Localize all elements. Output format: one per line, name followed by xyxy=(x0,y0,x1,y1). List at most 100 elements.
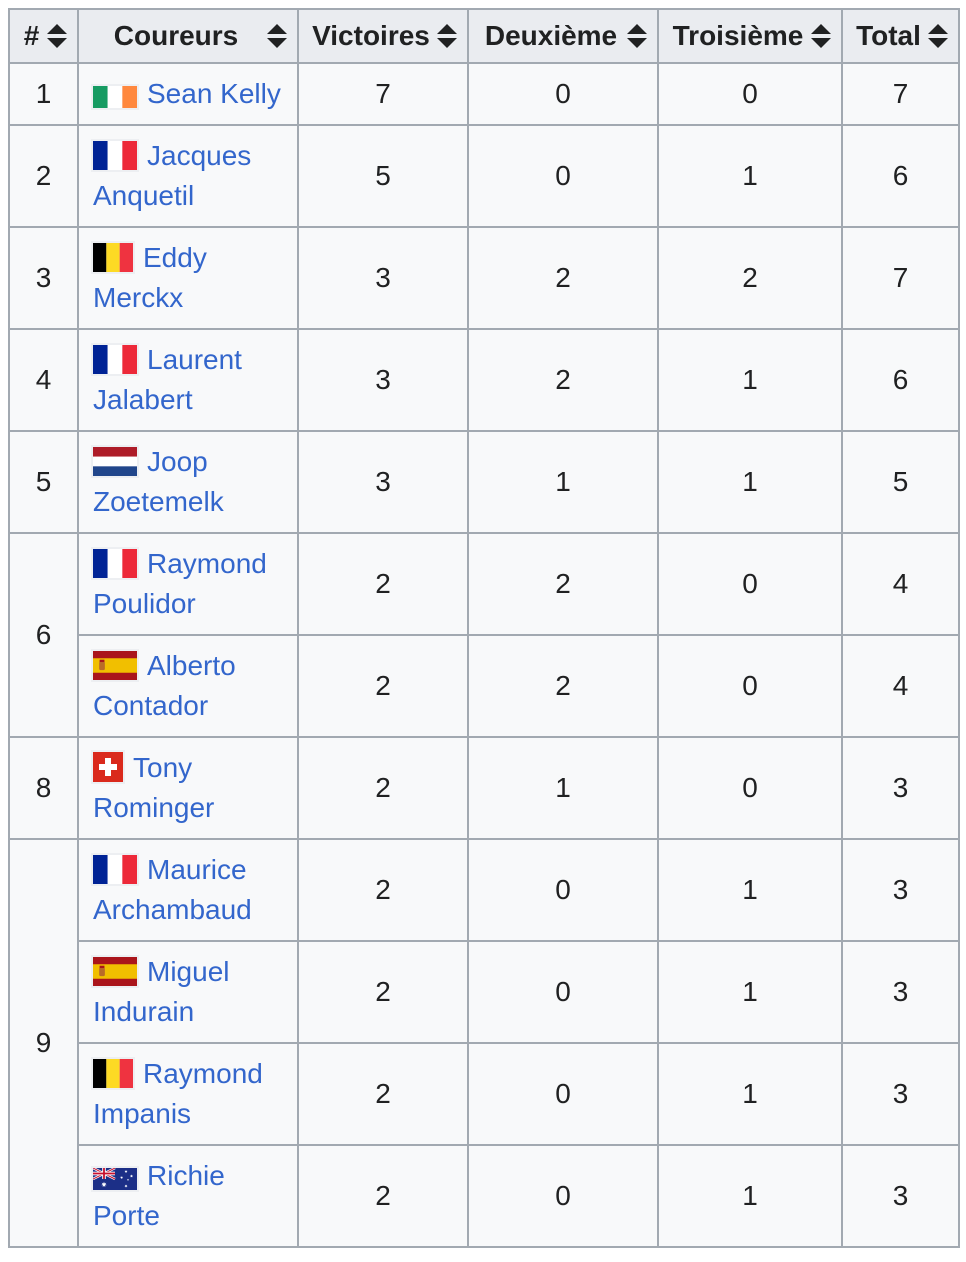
header-row: # Coureurs Victoires Deuxième Troisième xyxy=(8,8,960,64)
ireland-flag-icon xyxy=(93,86,137,108)
rider-cell: Jacques Anquetil xyxy=(77,124,299,228)
rank-cell: 1 xyxy=(8,62,79,126)
sort-both-icon[interactable] xyxy=(928,24,948,48)
deuxieme-cell: 1 xyxy=(467,430,659,534)
victoires-cell: 3 xyxy=(297,328,469,432)
rider-cell: Raymond Poulidor xyxy=(77,532,299,636)
victoires-cell: 2 xyxy=(297,838,469,942)
troisieme-cell: 0 xyxy=(657,62,843,126)
table-row: 5 Joop Zoetemelk 3 1 1 5 xyxy=(8,430,960,534)
rank-cell: 5 xyxy=(8,430,79,534)
switzerland-flag-icon xyxy=(93,752,123,782)
rider-cell: Alberto Contador xyxy=(77,634,299,738)
troisieme-cell: 2 xyxy=(657,226,843,330)
troisieme-cell: 0 xyxy=(657,736,843,840)
troisieme-cell: 1 xyxy=(657,328,843,432)
rider-cell: Richie Porte xyxy=(77,1144,299,1248)
rank-cell: 2 xyxy=(8,124,79,228)
table-row: 8 Tony Rominger 2 1 0 3 xyxy=(8,736,960,840)
deuxieme-cell: 0 xyxy=(467,62,659,126)
troisieme-cell: 1 xyxy=(657,838,843,942)
total-cell: 4 xyxy=(841,634,960,738)
france-flag-icon xyxy=(93,549,137,578)
column-header-troisieme[interactable]: Troisième xyxy=(657,8,843,64)
column-header-label: Troisième xyxy=(672,20,804,51)
table-row: 6 Raymond Poulidor 2 2 0 4 xyxy=(8,532,960,738)
rider-link[interactable]: Eddy Merckx xyxy=(93,242,207,313)
total-cell: 3 xyxy=(841,838,960,942)
rider-link[interactable]: Tony Rominger xyxy=(93,752,215,823)
sort-both-icon[interactable] xyxy=(267,24,287,48)
victoires-cell: 5 xyxy=(297,124,469,228)
rider-cell: Maurice Archambaud xyxy=(77,838,299,942)
column-header-label: # xyxy=(23,20,40,51)
sort-both-icon[interactable] xyxy=(811,24,831,48)
column-header-deuxieme[interactable]: Deuxième xyxy=(467,8,659,64)
rider-link[interactable]: Alberto Contador xyxy=(93,650,236,721)
deuxieme-cell: 2 xyxy=(467,532,659,636)
table-row: Miguel Indurain 2 0 1 3 xyxy=(9,940,960,1044)
column-header-rank[interactable]: # xyxy=(8,8,79,64)
column-header-label: Total xyxy=(856,20,921,51)
sort-both-icon[interactable] xyxy=(627,24,647,48)
sort-both-icon[interactable] xyxy=(437,24,457,48)
column-header-coureurs[interactable]: Coureurs xyxy=(77,8,299,64)
rider-link[interactable]: Miguel Indurain xyxy=(93,956,230,1027)
total-cell: 7 xyxy=(841,62,960,126)
total-cell: 7 xyxy=(841,226,960,330)
column-header-label: Coureurs xyxy=(113,20,239,51)
netherlands-flag-icon xyxy=(93,447,137,476)
rider-cell: Joop Zoetemelk xyxy=(77,430,299,534)
column-header-victoires[interactable]: Victoires xyxy=(297,8,469,64)
total-cell: 6 xyxy=(841,124,960,228)
deuxieme-cell: 2 xyxy=(467,226,659,330)
rider-link[interactable]: Maurice Archambaud xyxy=(93,854,252,925)
column-header-label: Victoires xyxy=(312,20,430,51)
sort-both-icon[interactable] xyxy=(47,24,67,48)
rider-link[interactable]: Laurent Jalabert xyxy=(93,344,242,415)
column-header-total[interactable]: Total xyxy=(841,8,960,64)
rider-cell: Miguel Indurain xyxy=(77,940,299,1044)
rider-link[interactable]: Jacques Anquetil xyxy=(93,140,252,211)
total-cell: 3 xyxy=(841,1144,960,1248)
table-row: Raymond Impanis 2 0 1 3 xyxy=(9,1042,960,1146)
rider-link[interactable]: Raymond Impanis xyxy=(93,1058,263,1129)
total-cell: 4 xyxy=(841,532,960,636)
rank-cell: 4 xyxy=(8,328,79,432)
deuxieme-cell: 0 xyxy=(467,940,659,1044)
table-row: 4 Laurent Jalabert 3 2 1 6 xyxy=(8,328,960,432)
belgium-flag-icon xyxy=(93,1059,133,1088)
rank-cell: 8 xyxy=(8,736,79,840)
troisieme-cell: 0 xyxy=(657,634,843,738)
france-flag-icon xyxy=(93,345,137,374)
deuxieme-cell: 1 xyxy=(467,736,659,840)
deuxieme-cell: 0 xyxy=(467,838,659,942)
victoires-cell: 2 xyxy=(297,1042,469,1146)
troisieme-cell: 0 xyxy=(657,532,843,636)
rider-cell: Laurent Jalabert xyxy=(77,328,299,432)
rider-link[interactable]: Richie Porte xyxy=(93,1160,225,1231)
rider-cell: Sean Kelly xyxy=(77,62,299,126)
spain-flag-icon xyxy=(93,651,137,680)
victoires-cell: 3 xyxy=(297,226,469,330)
victoires-cell: 7 xyxy=(297,62,469,126)
table-row: 2 Jacques Anquetil 5 0 1 6 xyxy=(8,124,960,228)
table-row: 9 Maurice Archambaud 2 0 1 3 xyxy=(8,838,960,1248)
rider-link[interactable]: Joop Zoetemelk xyxy=(93,446,224,517)
victoires-cell: 2 xyxy=(297,940,469,1044)
france-flag-icon xyxy=(93,855,137,884)
rider-link[interactable]: Sean Kelly xyxy=(147,78,281,109)
spain-flag-icon xyxy=(93,957,137,986)
deuxieme-cell: 0 xyxy=(467,1144,659,1248)
rider-link[interactable]: Raymond Poulidor xyxy=(93,548,267,619)
victoires-cell: 3 xyxy=(297,430,469,534)
troisieme-cell: 1 xyxy=(657,124,843,228)
deuxieme-cell: 0 xyxy=(467,124,659,228)
victoires-cell: 2 xyxy=(297,532,469,636)
rank-cell: 6 xyxy=(8,532,79,738)
riders-ranking-table: # Coureurs Victoires Deuxième Troisième xyxy=(8,8,960,1248)
troisieme-cell: 1 xyxy=(657,1144,843,1248)
troisieme-cell: 1 xyxy=(657,940,843,1044)
victoires-cell: 2 xyxy=(297,634,469,738)
total-cell: 3 xyxy=(841,1042,960,1146)
